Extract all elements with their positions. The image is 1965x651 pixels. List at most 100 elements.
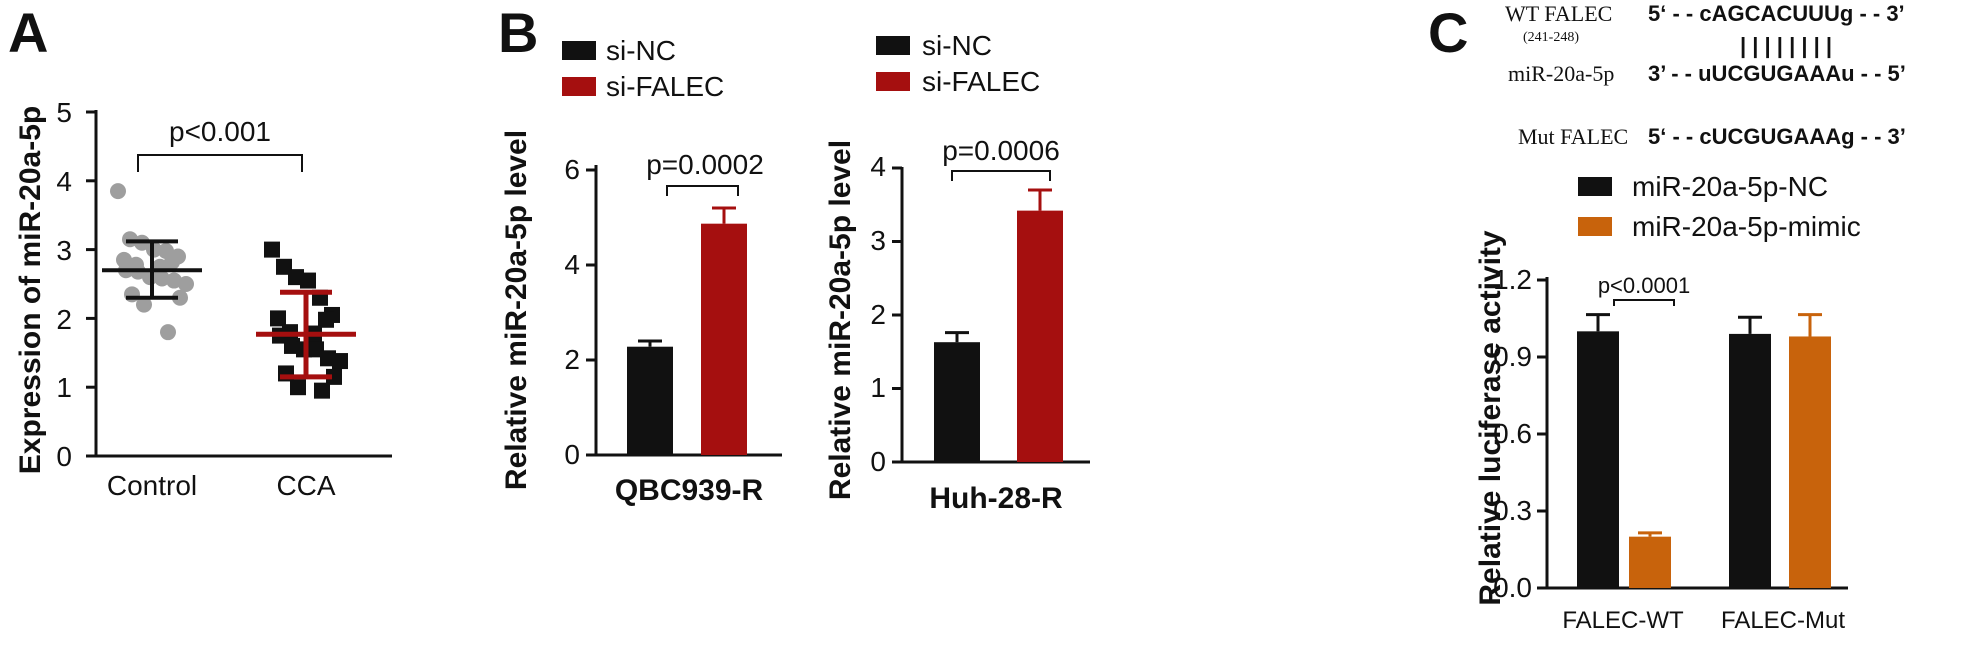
- panel-c-xtick-falec-mut: FALEC-Mut: [1721, 607, 1845, 634]
- panel-b-left-pvalue: p=0.0002: [646, 149, 764, 180]
- mut-falec-sequence: 5‘ - - cUCGUGAAAg - - 3’: [1648, 124, 1906, 149]
- control-data-point: [172, 289, 188, 306]
- wt-falec-position: (241-248): [1523, 30, 1579, 45]
- panel-b-left-ytick-label: 2: [564, 344, 580, 375]
- panel-b-right-ytick-label: 2: [870, 299, 886, 330]
- legend-label-si-nc: si-NC: [606, 35, 676, 66]
- legend-swatch-si-falec: [562, 77, 596, 96]
- control-data-point: [166, 272, 182, 289]
- cca-data-point: [290, 379, 306, 396]
- panel-a-pvalue: p<0.001: [169, 116, 271, 147]
- panel-a-ytick-label: 5: [56, 97, 72, 128]
- bar-miR-20a-5p-NC: [1577, 331, 1619, 588]
- panel-letter-c: C: [1428, 1, 1468, 64]
- legend-swatch-si-falec: [876, 72, 910, 91]
- legend-label-si-nc: si-NC: [922, 30, 992, 61]
- panel-b-right-pvalue: p=0.0006: [942, 135, 1060, 166]
- cca-data-point: [300, 272, 316, 289]
- legend-swatch-mir-nc: [1578, 177, 1612, 196]
- legend-swatch-mir-mimic: [1578, 217, 1612, 236]
- panel-a-significance-bracket: [137, 154, 303, 172]
- legend-label-mir-nc: miR-20a-5p-NC: [1632, 171, 1828, 202]
- panel-c-y-tick-marks: [1537, 278, 1547, 590]
- wt-falec-label: WT FALEC: [1505, 1, 1612, 26]
- panel-a-xtick-control: Control: [107, 470, 197, 501]
- panel-b-right-chart: Relative miR-20a-5p level 0 1 2 3 4 p=0.…: [824, 135, 1090, 515]
- panel-a-y-ticks: 0 1 2 3 4 5: [56, 97, 72, 472]
- bar-si-FALEC: [1017, 210, 1063, 462]
- legend-label-mir-mimic: miR-20a-5p-mimic: [1632, 211, 1861, 242]
- bar-miR-20a-5p-mimic: [1629, 536, 1671, 588]
- panel-c-ytick-label: 0.9: [1493, 341, 1532, 372]
- panel-a-error-bars: [102, 239, 356, 380]
- panel-b-legend-right: si-NC si-FALEC: [876, 30, 1040, 97]
- control-data-point: [164, 253, 180, 270]
- panel-letter-b: B: [498, 1, 538, 64]
- panel-b-left-y-axis-title: Relative miR-20a-5p level: [500, 130, 533, 490]
- panel-b-left-y-tick-marks: [586, 168, 596, 457]
- panel-c-ytick-label: 0.6: [1493, 418, 1532, 449]
- bar-si-NC: [934, 342, 980, 462]
- panel-c-significance-bracket: [1613, 299, 1675, 306]
- panel-c-y-axis-title: Relative luciferase activity: [1474, 230, 1507, 606]
- panel-c-ytick-label: 0.3: [1493, 495, 1532, 526]
- panel-c-xtick-falec-wt: FALEC-WT: [1562, 607, 1684, 634]
- panel-b-legend-left: si-NC si-FALEC: [562, 35, 724, 102]
- panel-a-chart: Expression of miR-20a-5p 0 1 2 3 4 5 Con…: [14, 97, 392, 501]
- cca-data-point: [264, 241, 280, 258]
- panel-b-right-y-tick-marks: [892, 166, 902, 464]
- legend-swatch-si-nc: [562, 41, 596, 60]
- bar-miR-20a-5p-NC: [1729, 333, 1771, 588]
- legend-label-si-falec: si-FALEC: [606, 71, 724, 102]
- panel-b-left-ytick-label: 6: [564, 154, 580, 185]
- legend-swatch-si-nc: [876, 36, 910, 55]
- mut-falec-label: Mut FALEC: [1518, 124, 1628, 149]
- cca-data-point: [318, 311, 334, 328]
- panel-b-right-ytick-label: 0: [870, 446, 886, 477]
- panel-a-ytick-label: 1: [56, 372, 72, 403]
- cca-data-point: [332, 353, 348, 370]
- control-data-point: [136, 296, 152, 313]
- panel-a-xtick-cca: CCA: [276, 470, 335, 501]
- legend-label-si-falec: si-FALEC: [922, 66, 1040, 97]
- cca-data-point: [326, 368, 342, 385]
- control-data-point: [110, 183, 126, 200]
- panel-a-y-tick-marks: [86, 110, 96, 458]
- control-data-point: [178, 276, 194, 292]
- panel-b-right-ytick-label: 3: [870, 225, 886, 256]
- panel-b-left-ytick-label: 0: [564, 439, 580, 470]
- panel-a-ytick-label: 3: [56, 235, 72, 266]
- panel-b-left-bars: [627, 206, 747, 455]
- panel-b-right-y-axis-title: Relative miR-20a-5p level: [824, 140, 857, 500]
- panel-c-ytick-label: 0.0: [1493, 572, 1532, 603]
- panel-c-chart: Relative luciferase activity 0.0 0.3 0.6…: [1474, 230, 1848, 634]
- panel-b-right-significance-bracket: [951, 170, 1051, 181]
- panel-a-ytick-label: 2: [56, 304, 72, 335]
- bar-miR-20a-5p-mimic: [1789, 336, 1831, 588]
- wt-falec-sequence: 5‘ - - cAGCACUUUg - - 3’: [1648, 1, 1905, 26]
- panel-a-y-axis-title: Expression of miR-20a-5p: [14, 106, 47, 474]
- mir-20a-5p-sequence: 3’ - - uUCGUGAAAu - - 5’: [1648, 61, 1906, 86]
- panel-b-right-bars: [934, 188, 1063, 462]
- panel-b-left-significance-bracket: [666, 185, 739, 196]
- panel-b-left-ytick-label: 4: [564, 249, 580, 280]
- control-data-point: [154, 270, 170, 287]
- mir-20a-5p-label: miR-20a-5p: [1508, 61, 1614, 86]
- panel-b-right-ytick-label: 4: [870, 151, 886, 182]
- bar-si-FALEC: [701, 223, 747, 455]
- panel-c-sequence-alignment: WT FALEC (241-248) 5‘ - - cAGCACUUUg - -…: [1505, 1, 1906, 149]
- panel-letter-a: A: [8, 1, 48, 64]
- control-data-point: [160, 324, 176, 341]
- panel-c-legend: miR-20a-5p-NC miR-20a-5p-mimic: [1578, 171, 1861, 242]
- bar-si-NC: [627, 346, 673, 455]
- panel-c-bars: [1577, 313, 1831, 588]
- panel-b-left-x-axis-title: QBC939-R: [615, 474, 764, 507]
- panel-a-ytick-label: 0: [56, 441, 72, 472]
- seed-pairing-lines: | | | | | | | |: [1740, 33, 1832, 58]
- panel-c-ytick-label: 1.2: [1493, 264, 1532, 295]
- panel-b-right-ytick-label: 1: [870, 372, 886, 403]
- cca-data-point: [270, 310, 286, 327]
- cca-data-point: [314, 382, 330, 399]
- panel-b-left-chart: Relative miR-20a-5p level 0 2 4 6 p=0.00…: [500, 130, 782, 507]
